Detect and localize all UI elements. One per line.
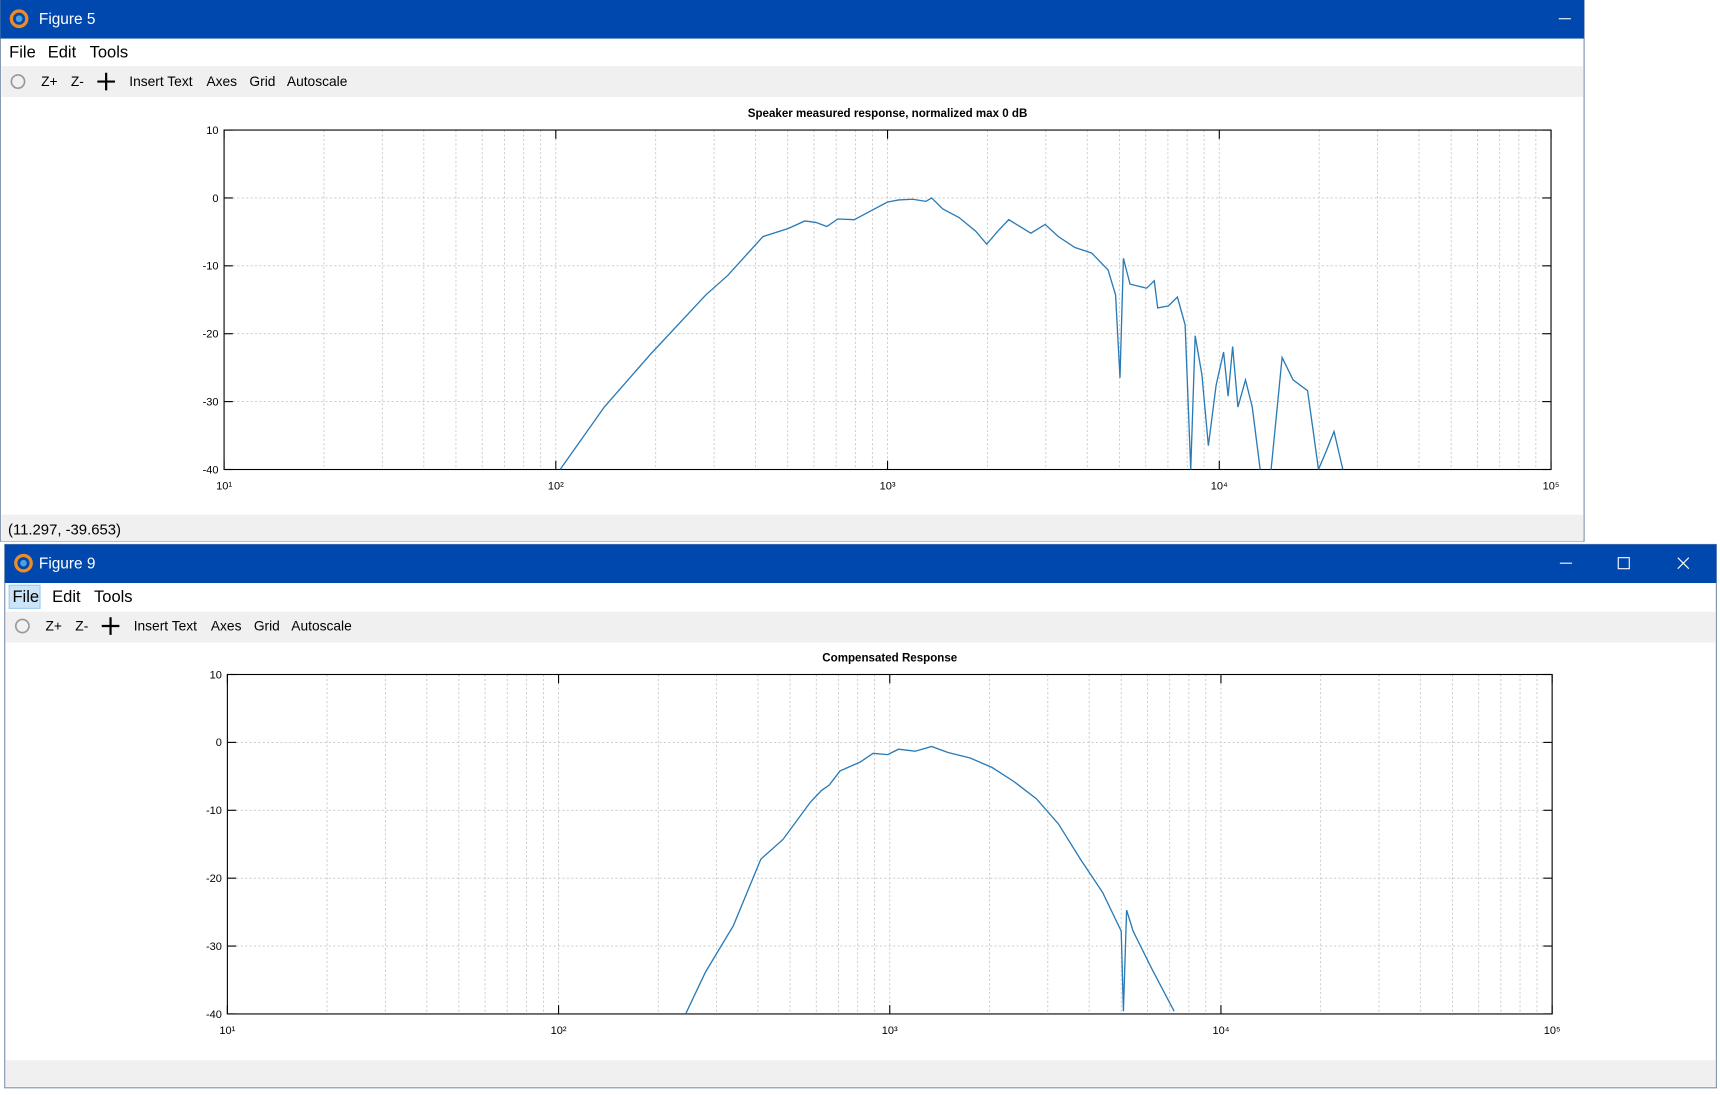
y-tick-label: -10 [206, 805, 222, 817]
pan-button[interactable] [97, 72, 115, 91]
plot-frame [223, 129, 1552, 471]
menu-item[interactable]: Tools [90, 42, 129, 61]
rotate-button[interactable] [14, 618, 30, 634]
menu-item[interactable]: File [9, 42, 36, 61]
app-icon-core [20, 559, 27, 567]
toolbar-button[interactable]: Z+ [46, 618, 62, 633]
title-bar [4, 544, 1717, 584]
app-icon [9, 9, 29, 29]
status-bar [1, 514, 1583, 542]
x-tick-label: 10² [548, 480, 564, 492]
toolbar-button[interactable]: Z+ [41, 74, 57, 89]
status-text: (11.297, -39.653) [8, 523, 121, 539]
window: Figure 9 File Edit Tools Z+ Z- Insert Te… [4, 543, 1717, 1089]
y-tick-label: -40 [206, 1009, 222, 1021]
y-tick-label: 10 [210, 669, 222, 681]
menu-item[interactable]: Edit [48, 42, 77, 61]
menu-highlight [8, 584, 41, 609]
x-tick-label: 10⁴ [1212, 1025, 1229, 1037]
toolbar-button[interactable]: Axes [211, 618, 242, 633]
x-tick-label: 10⁵ [1543, 480, 1560, 492]
pan-button[interactable] [101, 617, 120, 635]
maximize-button[interactable] [1617, 557, 1630, 570]
toolbar [1, 66, 1583, 97]
x-tick-label: 10³ [880, 480, 896, 492]
y-tick-label: 10 [206, 125, 218, 137]
window-title: Figure 9 [39, 556, 96, 573]
title-bar [0, 0, 1585, 39]
x-tick-label: 10⁴ [1211, 480, 1228, 492]
menu-item[interactable]: File [12, 587, 39, 606]
x-tick-label: 10² [551, 1025, 567, 1037]
toolbar-button[interactable]: Autoscale [291, 618, 352, 633]
menu-item[interactable]: Edit [52, 587, 81, 606]
x-tick-label: 10¹ [219, 1025, 235, 1037]
y-tick-label: -20 [206, 873, 222, 885]
toolbar-button[interactable]: Grid [249, 74, 275, 89]
toolbar-button[interactable]: Axes [206, 74, 237, 89]
toolbar-button[interactable]: Grid [254, 618, 280, 633]
y-tick-label: -30 [206, 941, 222, 953]
chart-title: Speaker measured response, normalized ma… [748, 108, 1028, 120]
data-line [559, 197, 1344, 470]
x-tick-label: 10¹ [216, 480, 232, 492]
toolbar-button[interactable]: Insert Text [129, 74, 192, 89]
window-title: Figure 5 [39, 11, 96, 28]
toolbar-button[interactable]: Insert Text [134, 618, 197, 633]
chart-title: Compensated Response [822, 652, 957, 664]
y-tick-label: -10 [203, 261, 219, 273]
y-tick-label: 0 [212, 193, 218, 205]
status-bar [5, 1060, 1716, 1087]
x-tick-label: 10³ [882, 1025, 898, 1037]
y-tick-label: -40 [203, 464, 219, 476]
data-line [685, 745, 1175, 1014]
plot-frame [226, 673, 1553, 1015]
toolbar [5, 611, 1716, 643]
x-tick-label: 10⁵ [1544, 1025, 1561, 1037]
menu-item[interactable]: Tools [94, 587, 133, 606]
toolbar-button[interactable]: Autoscale [287, 74, 348, 89]
y-tick-label: -20 [203, 329, 219, 341]
y-tick-label: -30 [203, 396, 219, 408]
toolbar-button[interactable]: Z- [75, 618, 88, 633]
toolbar-button[interactable]: Z- [71, 74, 84, 89]
charts: Speaker measured response, normalized ma… [203, 108, 1561, 1037]
window: Figure 5 File Edit Tools Z+ Z- Insert Te… [0, 0, 1585, 542]
y-tick-label: 0 [216, 737, 222, 749]
app-icon [14, 553, 33, 573]
close-button[interactable] [1677, 557, 1690, 570]
rotate-button[interactable] [10, 74, 26, 89]
app-icon-core [15, 15, 23, 23]
